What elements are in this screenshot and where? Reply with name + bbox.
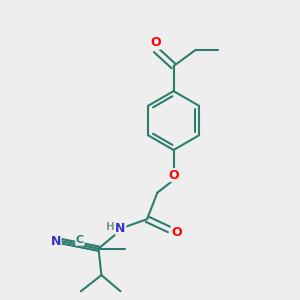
Text: O: O bbox=[150, 36, 160, 49]
Text: C: C bbox=[76, 235, 84, 245]
Text: N: N bbox=[51, 235, 61, 248]
Text: H: H bbox=[106, 222, 115, 233]
Text: O: O bbox=[168, 169, 179, 182]
Text: O: O bbox=[171, 226, 182, 239]
Text: N: N bbox=[116, 221, 126, 235]
